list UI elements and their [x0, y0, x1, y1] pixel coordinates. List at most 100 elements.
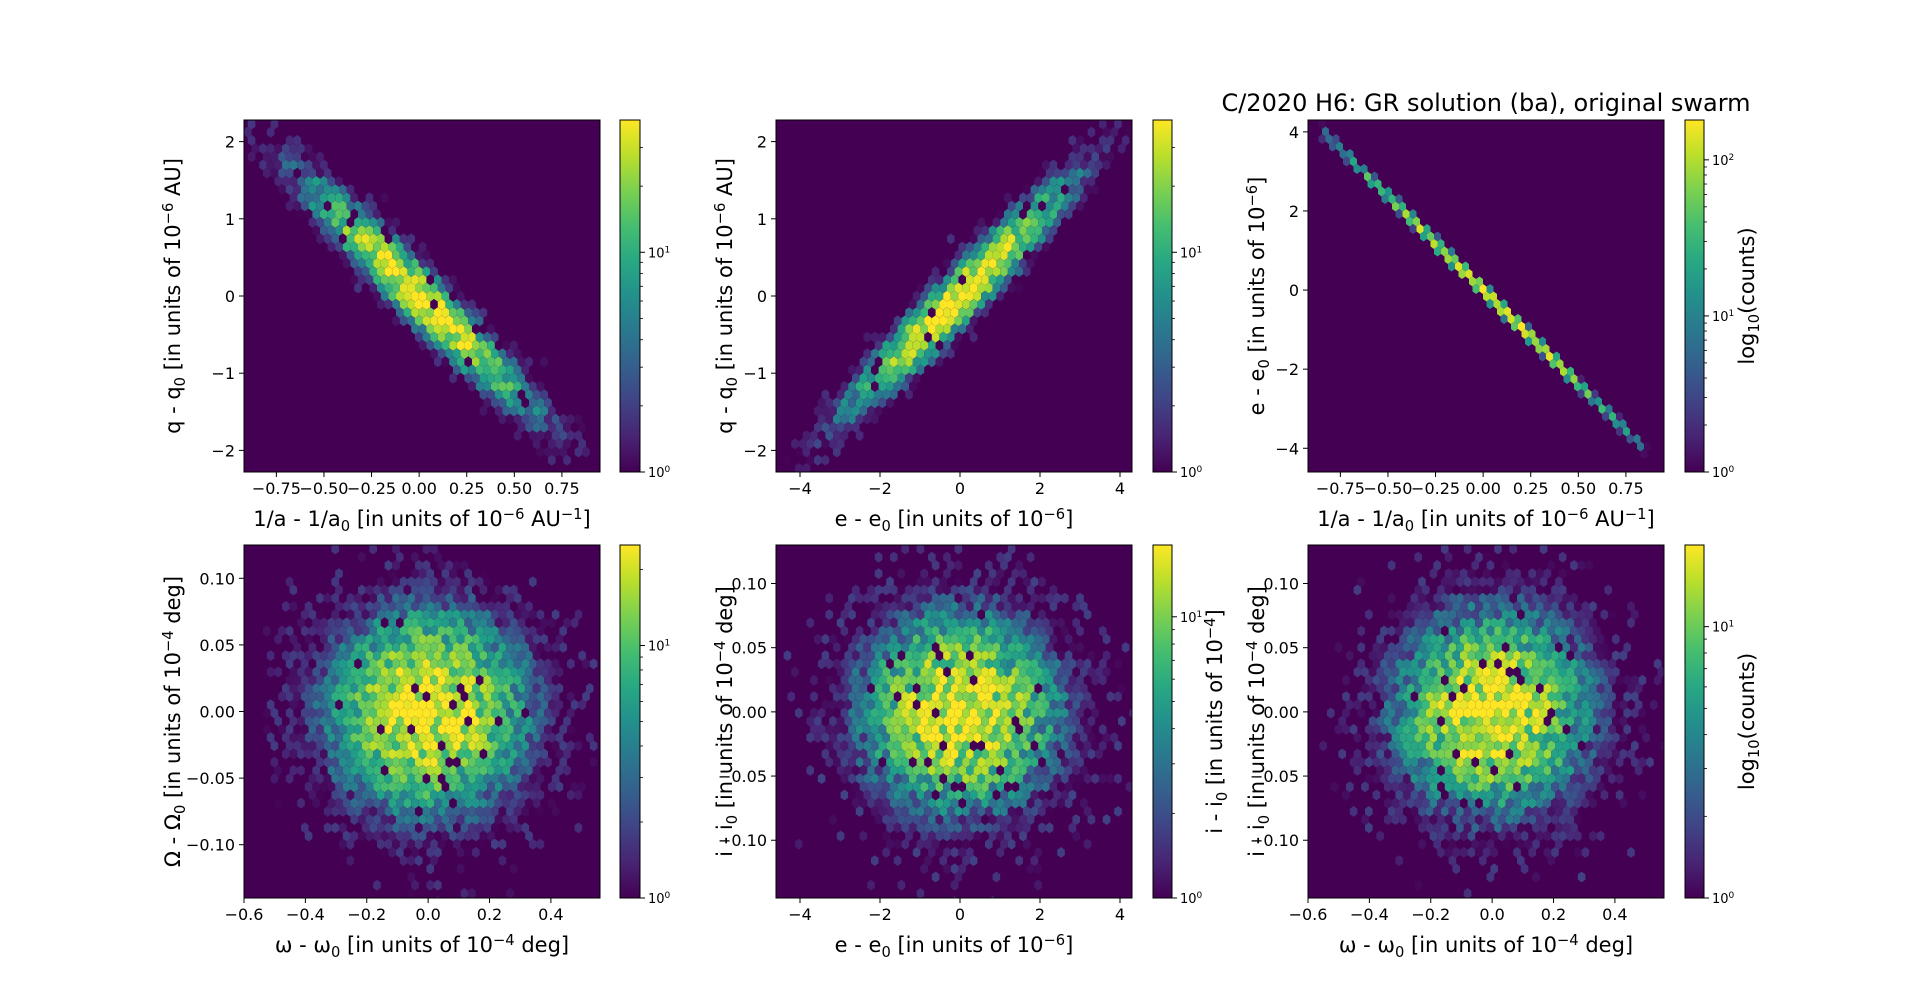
hexbin-cell — [1057, 633, 1065, 645]
hexbin-cell — [1007, 707, 1016, 719]
hexbin-cell — [928, 715, 936, 727]
hexbin-cell — [1099, 120, 1107, 130]
hexbin-cell — [1475, 781, 1483, 793]
hexbin-cell — [1471, 625, 1479, 637]
hexbin-cell — [449, 274, 457, 286]
hexbin-cell — [361, 707, 370, 719]
hexbin-cell — [814, 454, 822, 466]
hexbin-cell — [1467, 797, 1476, 809]
hexbin-cell — [1456, 723, 1464, 735]
hexbin-cell — [977, 707, 985, 719]
hexbin-cell — [487, 764, 495, 776]
hexbin-cell — [1535, 344, 1543, 354]
hexbin-cell — [1437, 748, 1445, 760]
hexbin-cell — [1463, 609, 1472, 621]
hexbin-cell — [384, 625, 393, 637]
hexbin-cell — [1562, 707, 1571, 719]
hexbin-cell — [878, 331, 887, 343]
hexbin-cell — [1596, 666, 1605, 678]
hexbin-cell — [816, 471, 819, 472]
hexbin-cell — [544, 446, 552, 458]
hexbin-cell — [1585, 674, 1593, 686]
hexbin-cell — [1007, 592, 1016, 604]
hexbin-cell — [1030, 625, 1039, 637]
hexbin-cell — [445, 740, 453, 752]
hexbin-cell — [411, 764, 419, 776]
hexbin-cell — [441, 666, 450, 678]
hexbin-cell — [1444, 715, 1453, 727]
hexbin-cell — [320, 650, 328, 662]
hexbin-cell — [487, 339, 495, 351]
hexbin-cell — [293, 740, 301, 752]
hexbin-cell — [388, 682, 396, 694]
hexbin-cell — [1000, 789, 1008, 801]
hexbin-cell — [441, 307, 450, 319]
hexbin-cell — [1577, 658, 1586, 670]
hexbin-cell — [422, 674, 431, 686]
hexbin-cell — [1357, 625, 1365, 637]
hexbin-cell — [1420, 231, 1427, 242]
hexbin-cell — [1604, 764, 1612, 776]
hexbin-cell — [358, 715, 366, 727]
hexbin-cell — [1581, 699, 1590, 711]
hexbin-cell — [1365, 723, 1373, 735]
hexbin-cell — [259, 159, 267, 171]
hexbin-cell — [1045, 216, 1054, 228]
hexbin-cell — [1555, 805, 1563, 817]
hexbin-cell — [1000, 805, 1008, 817]
hexbin-cell — [855, 805, 864, 817]
hexbin-cell — [289, 666, 298, 678]
hexbin-cell — [1399, 633, 1407, 645]
hexbin-cell — [886, 740, 894, 752]
hexbin-cell — [1536, 650, 1544, 662]
hexbin-cell — [388, 846, 396, 858]
hexbin-cell — [1589, 715, 1597, 727]
hexbin-cell — [988, 241, 997, 253]
hexbin-cell — [1057, 846, 1065, 858]
hexbin-cell — [453, 592, 461, 604]
hexbin-cell — [434, 732, 442, 744]
hexbin-cell — [350, 225, 358, 237]
hexbin-cell — [912, 290, 921, 302]
colorbar-tick-label: 100 — [1180, 465, 1203, 481]
hexbin-cell — [551, 723, 560, 735]
hexbin-cell — [1444, 699, 1453, 711]
hexbin-cell — [855, 723, 864, 735]
hexbin-cell — [1364, 171, 1371, 182]
hexbin-cell — [361, 216, 370, 228]
hexbin-cell — [912, 633, 921, 645]
hexbin-cell — [437, 658, 446, 670]
hexbin-cell — [407, 625, 415, 637]
hexbin-cell — [445, 707, 453, 719]
hexbin-cell — [1425, 707, 1434, 719]
hexbin-cell — [950, 797, 959, 809]
hexbin-cell — [282, 682, 290, 694]
hexbin-cell — [920, 732, 928, 744]
hexbin-cell — [1452, 830, 1460, 842]
hexbin-cell — [521, 822, 529, 834]
hexbin-cell — [935, 600, 944, 612]
hexbin-cell — [1463, 674, 1472, 686]
hexbin-cell — [852, 781, 860, 793]
hexbin-cell — [1045, 609, 1054, 621]
hexbin-cell — [973, 633, 982, 645]
hexbin-cell — [331, 184, 339, 196]
hexbin-cell — [848, 789, 856, 801]
hexbin-cell — [498, 641, 507, 653]
hexbin-cell — [468, 609, 476, 621]
hexbin-cell — [278, 625, 286, 637]
hexbin-cell — [890, 764, 898, 776]
hexbin-cell — [342, 830, 351, 842]
hexbin-cell — [1549, 359, 1557, 369]
hexbin-cell — [297, 143, 305, 155]
hexbin-cell — [1476, 276, 1483, 287]
hexbin-cell — [890, 682, 898, 694]
hexbin-cell — [548, 732, 556, 744]
hexbin-cell — [529, 723, 537, 735]
hexbin-cell — [1566, 814, 1574, 826]
hexbin-cell — [1520, 715, 1529, 727]
hexbin-cell — [498, 658, 507, 670]
hexbin-cell — [475, 756, 484, 768]
hexbin-cell — [422, 249, 431, 261]
hexbin-cell — [1410, 592, 1419, 604]
